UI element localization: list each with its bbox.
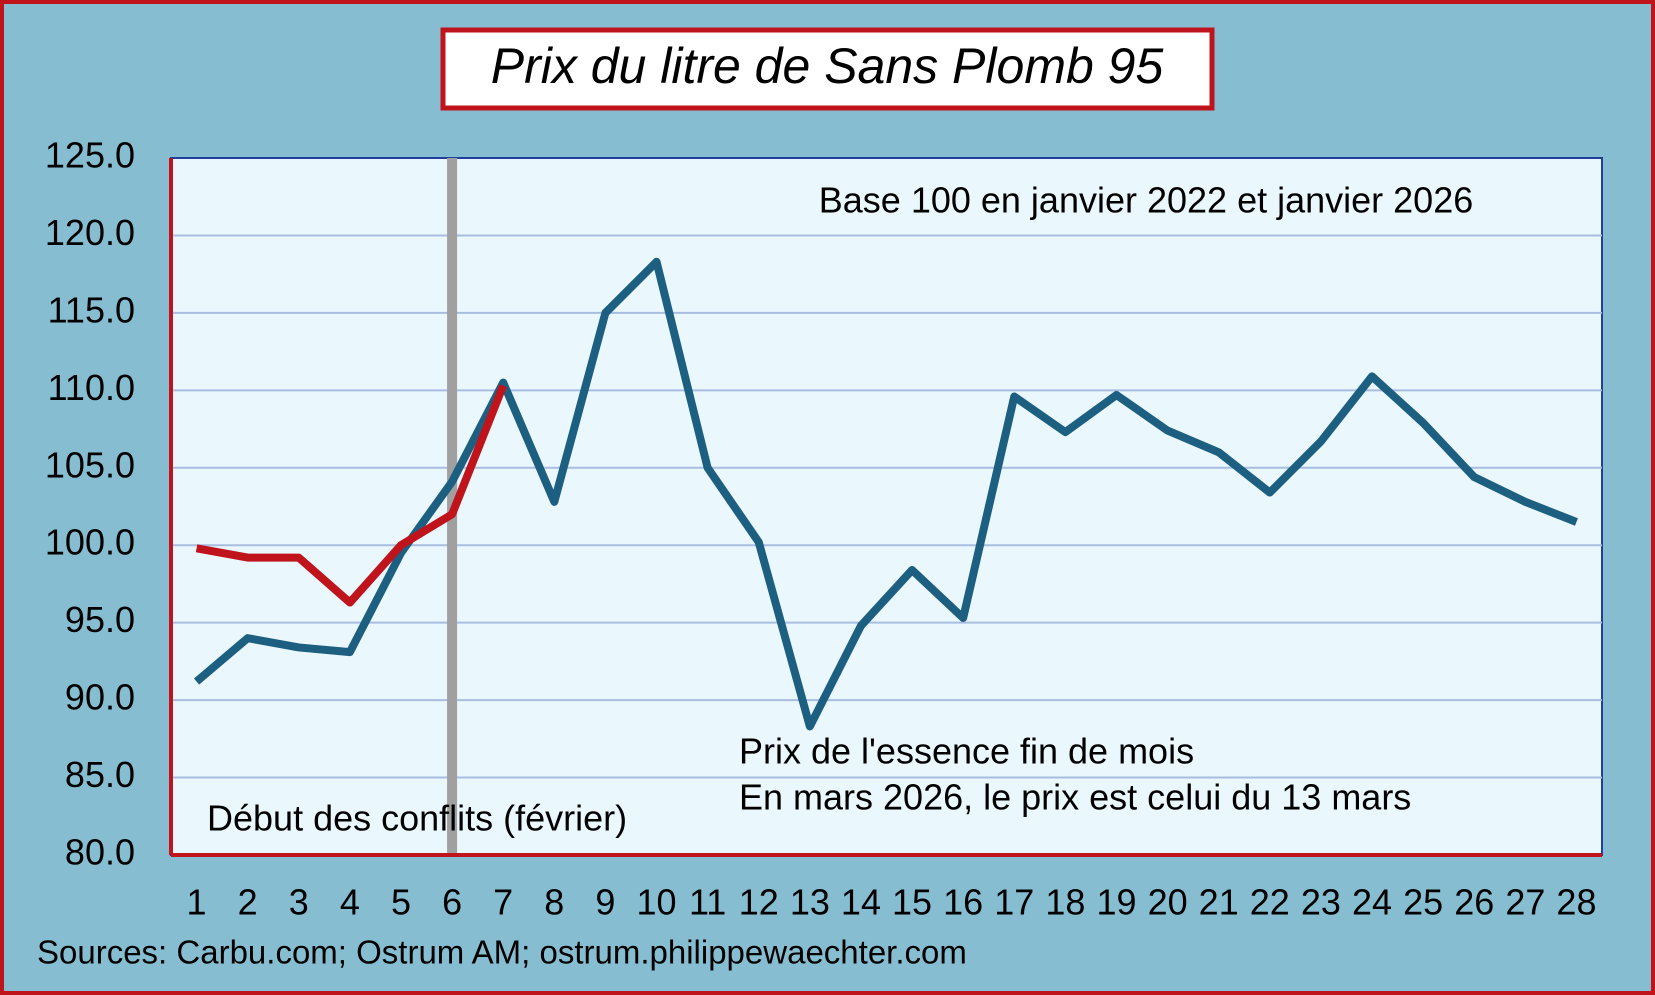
x-tick-label: 9 bbox=[595, 882, 615, 923]
y-tick-label: 115.0 bbox=[48, 289, 135, 330]
note: En mars 2026, le prix est celui du 13 ma… bbox=[739, 777, 1411, 818]
x-tick-label: 6 bbox=[442, 882, 462, 923]
chart-title: Prix du litre de Sans Plomb 95 bbox=[491, 38, 1164, 94]
note: Prix de l'essence fin de mois bbox=[739, 731, 1194, 772]
x-tick-label: 16 bbox=[943, 882, 983, 923]
y-tick-label: 105.0 bbox=[45, 444, 135, 485]
y-tick-label: 125.0 bbox=[45, 135, 135, 176]
x-tick-label: 26 bbox=[1454, 882, 1494, 923]
x-tick-label: 24 bbox=[1352, 882, 1392, 923]
y-tick-label: 90.0 bbox=[65, 677, 135, 718]
title-box bbox=[440, 27, 1215, 111]
x-tick-label: 18 bbox=[1045, 882, 1085, 923]
x-tick-label: 27 bbox=[1505, 882, 1545, 923]
x-tick-label: 17 bbox=[994, 882, 1034, 923]
plot-area bbox=[170, 157, 1603, 856]
x-tick-label: 25 bbox=[1403, 882, 1443, 923]
x-tick-label: 1 bbox=[187, 882, 207, 923]
x-tick-label: 21 bbox=[1199, 882, 1239, 923]
source: Sources: Carbu.com; Ostrum AM; ostrum.ph… bbox=[37, 934, 967, 971]
x-tick-label: 22 bbox=[1250, 882, 1290, 923]
x-tick-label: 12 bbox=[739, 882, 779, 923]
x-tick-label: 15 bbox=[892, 882, 932, 923]
x-tick-label: 3 bbox=[289, 882, 309, 923]
x-tick-label: 7 bbox=[493, 882, 513, 923]
x-tick-label: 11 bbox=[689, 882, 726, 923]
x-tick-label: 28 bbox=[1556, 882, 1596, 923]
x-tick-label: 2 bbox=[238, 882, 258, 923]
y-tick-label: 100.0 bbox=[45, 522, 135, 563]
x-tick-label: 10 bbox=[636, 882, 676, 923]
series-line bbox=[193, 257, 1578, 731]
note: Base 100 en janvier 2022 et janvier 2026 bbox=[819, 180, 1473, 221]
event-label: Début des conflits (février) bbox=[207, 798, 627, 839]
y-tick-label: 110.0 bbox=[48, 367, 135, 408]
x-tick-label: 23 bbox=[1301, 882, 1341, 923]
y-tick-label: 95.0 bbox=[65, 599, 135, 640]
x-tick-label: 4 bbox=[340, 882, 360, 923]
x-tick-label: 14 bbox=[841, 882, 881, 923]
x-tick-label: 5 bbox=[391, 882, 411, 923]
x-tick-label: 13 bbox=[790, 882, 830, 923]
y-tick-label: 85.0 bbox=[65, 754, 135, 795]
x-tick-label: 8 bbox=[544, 882, 564, 923]
x-tick-label: 19 bbox=[1096, 882, 1136, 923]
x-tick-label: 20 bbox=[1148, 882, 1188, 923]
series-line bbox=[195, 384, 507, 607]
y-tick-label: 80.0 bbox=[65, 832, 135, 873]
y-tick-label: 120.0 bbox=[45, 212, 135, 253]
